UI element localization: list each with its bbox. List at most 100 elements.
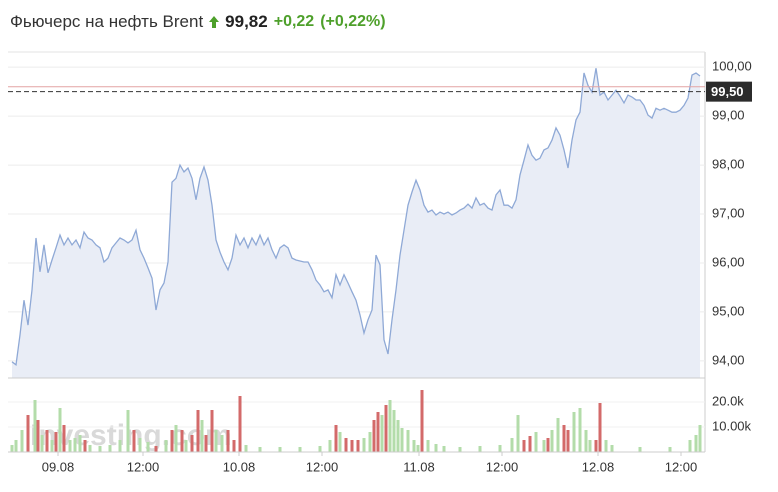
volume-bar (534, 432, 538, 452)
y-tick-label: 10.00k (712, 418, 752, 433)
volume-bar (83, 440, 87, 452)
volume-bar (146, 442, 150, 452)
volume-bar (584, 430, 588, 452)
volume-bar (350, 440, 354, 452)
volume-bar (14, 440, 18, 452)
volume-bar (498, 445, 502, 452)
volume-bar (98, 446, 102, 452)
volume-bar (434, 444, 438, 452)
volume-bar (204, 435, 208, 452)
volume-bar (372, 420, 376, 452)
volume-bar (344, 438, 348, 452)
volume-bar (572, 412, 576, 452)
volume-bar (578, 408, 582, 452)
reference-label-box (706, 81, 752, 102)
y-tick-label: 100,00 (712, 59, 752, 74)
volume-bar (58, 408, 62, 452)
volume-bar (244, 445, 248, 452)
x-tick-label: 12:00 (486, 459, 519, 474)
volume-bar (420, 390, 424, 452)
volume-bar (126, 410, 130, 452)
volume-bar (338, 432, 342, 452)
y-tick-label: 96,00 (712, 254, 745, 269)
volume-bar (238, 396, 242, 452)
volume-bar (562, 425, 566, 452)
volume-bar (174, 425, 178, 452)
volume-bar (10, 445, 14, 452)
volume-bar (362, 438, 366, 452)
volume-bar (54, 432, 58, 452)
volume-bar (210, 410, 214, 452)
price-line (11, 68, 701, 366)
volume-bar (138, 438, 142, 452)
volume-bar (556, 418, 560, 452)
volume-bar (45, 430, 49, 452)
x-tick-label: 12.08 (582, 459, 615, 474)
volume-bar (170, 430, 174, 452)
volume-bar (73, 438, 77, 452)
change-pct: (+0,22%) (320, 13, 386, 30)
x-tick-label: 12:00 (665, 459, 698, 474)
volume-bar (516, 415, 520, 452)
volume-bar (298, 447, 302, 452)
volume-bar (184, 440, 188, 452)
volume-bar (334, 425, 338, 452)
y-tick-label: 97,00 (712, 205, 745, 220)
up-arrow (209, 16, 220, 28)
volume-bar (594, 440, 598, 452)
volume-bar (442, 446, 446, 452)
volume-bar (68, 440, 72, 452)
volume-bar (550, 430, 554, 452)
title: Фьючерс на нефть Brent (10, 12, 204, 31)
change: +0,22 (273, 13, 315, 30)
volume-bar (380, 415, 384, 452)
volume-bar (220, 435, 224, 452)
volume-bar (108, 445, 112, 452)
volume-bar (50, 440, 54, 452)
volume-bar (426, 440, 430, 452)
volume-bar (318, 446, 322, 452)
volume-bar (588, 440, 592, 452)
volume-bar (368, 432, 372, 452)
volume-bar (384, 405, 388, 452)
volume-bar (566, 430, 570, 452)
price: 99,82 (225, 12, 268, 31)
header: Фьючерс на нефть Brent 99,82 +0,22 (+0,2… (10, 12, 386, 32)
volume-bar (356, 440, 360, 452)
volume-bar (412, 440, 416, 452)
volume-bar (688, 440, 692, 452)
volume-bar (388, 400, 392, 452)
volume-bar (406, 430, 410, 452)
x-tick-label: 09.08 (42, 459, 75, 474)
volume-bar (36, 420, 40, 452)
volume-bar (328, 440, 332, 452)
volume-bar (88, 445, 92, 452)
volume-bar (522, 440, 526, 452)
volume-bar (232, 440, 236, 452)
x-tick-label: 11.08 (403, 459, 435, 474)
volume-bar (376, 412, 380, 452)
volume-bar (400, 428, 404, 452)
y-tick-label: 20.0k (712, 393, 744, 408)
y-tick-label: 95,00 (712, 303, 745, 318)
volume-bar (20, 430, 24, 452)
volume-bar (78, 435, 82, 452)
volume-bar (118, 440, 122, 452)
volume-bar (638, 447, 642, 452)
y-tick-label: 94,00 (712, 352, 745, 367)
volume-bar (604, 440, 608, 452)
x-tick-label: 10.08 (223, 459, 256, 474)
volume-bar (190, 435, 194, 452)
reference-label: 99,50 (711, 84, 744, 99)
volume-bar (698, 425, 702, 452)
volume-bar (214, 430, 218, 452)
volume-bar (458, 447, 462, 452)
volume-bar (258, 447, 262, 452)
volume-bar (200, 420, 204, 452)
volume-bar (510, 438, 514, 452)
volume-bar (478, 446, 482, 452)
volume-bar (62, 425, 66, 452)
area-fill (12, 68, 700, 378)
